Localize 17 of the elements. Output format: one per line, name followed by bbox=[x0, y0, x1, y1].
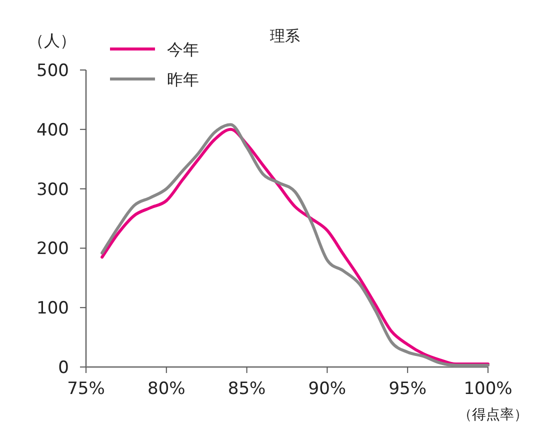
x-axis-title: （得点率） bbox=[458, 407, 528, 423]
y-tick-label: 300 bbox=[36, 180, 69, 200]
x-tick-label: 95% bbox=[388, 379, 426, 399]
legend-label: 今年 bbox=[167, 40, 199, 59]
y-tick-label: 100 bbox=[36, 298, 69, 319]
x-tick-label: 100% bbox=[464, 379, 512, 399]
x-tick-label: 75% bbox=[67, 379, 105, 399]
y-tick-label: 200 bbox=[36, 239, 69, 260]
chart-title: 理系 bbox=[270, 27, 300, 45]
y-tick-label: 400 bbox=[36, 120, 69, 140]
legend-label: 昨年 bbox=[167, 70, 199, 89]
y-tick-label: 500 bbox=[36, 61, 69, 81]
x-tick-label: 80% bbox=[148, 379, 186, 399]
y-tick-label: 0 bbox=[58, 358, 69, 378]
x-tick-label: 90% bbox=[308, 379, 346, 399]
x-tick-label: 85% bbox=[228, 379, 266, 399]
y-axis-title: （人） bbox=[28, 31, 76, 50]
